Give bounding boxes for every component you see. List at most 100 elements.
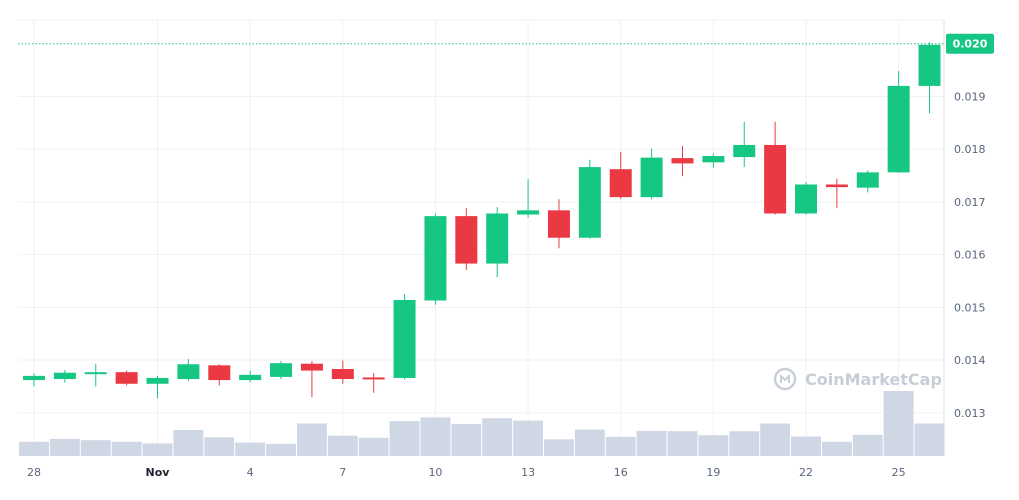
candlesticks[interactable] bbox=[23, 42, 941, 399]
candle-body[interactable] bbox=[578, 167, 601, 238]
candle[interactable] bbox=[239, 370, 262, 383]
volume-bar bbox=[729, 431, 760, 456]
candle-body[interactable] bbox=[300, 363, 323, 371]
volume-bar bbox=[19, 441, 49, 456]
candle[interactable] bbox=[115, 370, 138, 386]
volume-bar bbox=[389, 421, 420, 456]
candle-body[interactable] bbox=[609, 169, 632, 198]
candle[interactable] bbox=[270, 361, 293, 380]
candle[interactable] bbox=[362, 373, 385, 393]
candle[interactable] bbox=[825, 178, 848, 209]
candle-body[interactable] bbox=[239, 374, 262, 381]
candle-body[interactable] bbox=[115, 372, 138, 384]
x-tick-label: 7 bbox=[339, 466, 346, 479]
volume-bar bbox=[296, 423, 327, 456]
candle-body[interactable] bbox=[733, 144, 756, 158]
y-tick-label: 0.019 bbox=[954, 90, 986, 103]
candle[interactable] bbox=[733, 121, 756, 168]
candle-body[interactable] bbox=[517, 210, 540, 215]
candle-body[interactable] bbox=[177, 364, 200, 380]
volume-bar bbox=[883, 391, 914, 456]
candle[interactable] bbox=[918, 42, 941, 114]
candle-body[interactable] bbox=[856, 172, 879, 188]
volume-bar bbox=[544, 439, 574, 456]
y-tick-label: 0.017 bbox=[954, 196, 986, 209]
volume-bar bbox=[605, 436, 636, 456]
x-tick-label: 10 bbox=[428, 466, 442, 479]
candle[interactable] bbox=[300, 361, 323, 397]
candle-body[interactable] bbox=[424, 216, 447, 301]
candle[interactable] bbox=[455, 208, 478, 270]
candle[interactable] bbox=[640, 148, 663, 200]
volume-bar bbox=[574, 429, 605, 456]
y-tick-label: 0.016 bbox=[954, 249, 986, 262]
candle-body[interactable] bbox=[84, 372, 107, 375]
x-tick-label: 19 bbox=[706, 466, 720, 479]
current-price-badge bbox=[946, 33, 994, 54]
y-tick-label: 0.013 bbox=[954, 407, 986, 420]
volume-bar bbox=[80, 440, 111, 456]
x-tick-label: 4 bbox=[247, 466, 254, 479]
candle-body[interactable] bbox=[208, 365, 231, 381]
volume-bars bbox=[19, 391, 945, 456]
candle[interactable] bbox=[208, 364, 231, 386]
candle-body[interactable] bbox=[331, 369, 354, 380]
candle[interactable] bbox=[702, 153, 725, 168]
watermark: CoinMarketCap bbox=[773, 367, 942, 391]
candle[interactable] bbox=[671, 146, 694, 177]
current-price-label: 0.020 bbox=[953, 38, 988, 51]
candle[interactable] bbox=[609, 151, 632, 199]
candle-body[interactable] bbox=[362, 377, 385, 380]
candle[interactable] bbox=[393, 294, 416, 380]
coinmarketcap-logo-mark-icon bbox=[780, 373, 790, 383]
volume-bar bbox=[513, 420, 544, 456]
candle[interactable] bbox=[795, 181, 817, 215]
candle[interactable] bbox=[23, 373, 45, 387]
x-tick-label: 25 bbox=[892, 466, 906, 479]
candle-body[interactable] bbox=[53, 372, 76, 380]
volume-bar bbox=[667, 431, 698, 456]
candle-body[interactable] bbox=[393, 299, 416, 378]
candle[interactable] bbox=[84, 363, 107, 387]
volume-bar bbox=[111, 441, 142, 456]
candle[interactable] bbox=[547, 199, 570, 249]
candle-body[interactable] bbox=[795, 184, 817, 214]
candle[interactable] bbox=[177, 358, 200, 382]
candle-body[interactable] bbox=[918, 44, 941, 86]
candle-body[interactable] bbox=[486, 213, 509, 264]
candle-body[interactable] bbox=[146, 377, 169, 384]
coinmarketcap-logo-icon bbox=[773, 367, 797, 391]
candle[interactable] bbox=[53, 370, 76, 383]
candle[interactable] bbox=[486, 207, 509, 278]
candle-body[interactable] bbox=[455, 216, 478, 264]
candle-body[interactable] bbox=[671, 158, 694, 164]
candle-body[interactable] bbox=[764, 144, 787, 214]
candle[interactable] bbox=[764, 121, 787, 215]
y-tick-label: 0.014 bbox=[954, 354, 986, 367]
candle-body[interactable] bbox=[547, 210, 570, 238]
candle-body[interactable] bbox=[23, 375, 45, 381]
volume-bar bbox=[420, 417, 451, 456]
candle[interactable] bbox=[887, 71, 910, 173]
candle[interactable] bbox=[146, 375, 169, 399]
volume-bar bbox=[266, 443, 296, 456]
candle[interactable] bbox=[424, 213, 447, 305]
candle[interactable] bbox=[856, 170, 879, 193]
candle-body[interactable] bbox=[270, 363, 293, 377]
candle[interactable] bbox=[578, 159, 601, 239]
candle[interactable] bbox=[331, 360, 354, 384]
volume-bar bbox=[914, 423, 945, 456]
candle-body[interactable] bbox=[887, 85, 910, 173]
candle[interactable] bbox=[517, 179, 540, 218]
volume-bar bbox=[791, 436, 821, 456]
volume-bar bbox=[173, 430, 204, 456]
candle-body[interactable] bbox=[825, 184, 848, 188]
volume-bar bbox=[698, 435, 729, 456]
candle-body[interactable] bbox=[702, 156, 725, 163]
candle-body[interactable] bbox=[640, 157, 663, 198]
axes: 0.013 0.014 0.015 0.016 0.017 0.018 0.019 28 Nov… bbox=[27, 90, 986, 479]
volume-bar bbox=[142, 443, 173, 456]
